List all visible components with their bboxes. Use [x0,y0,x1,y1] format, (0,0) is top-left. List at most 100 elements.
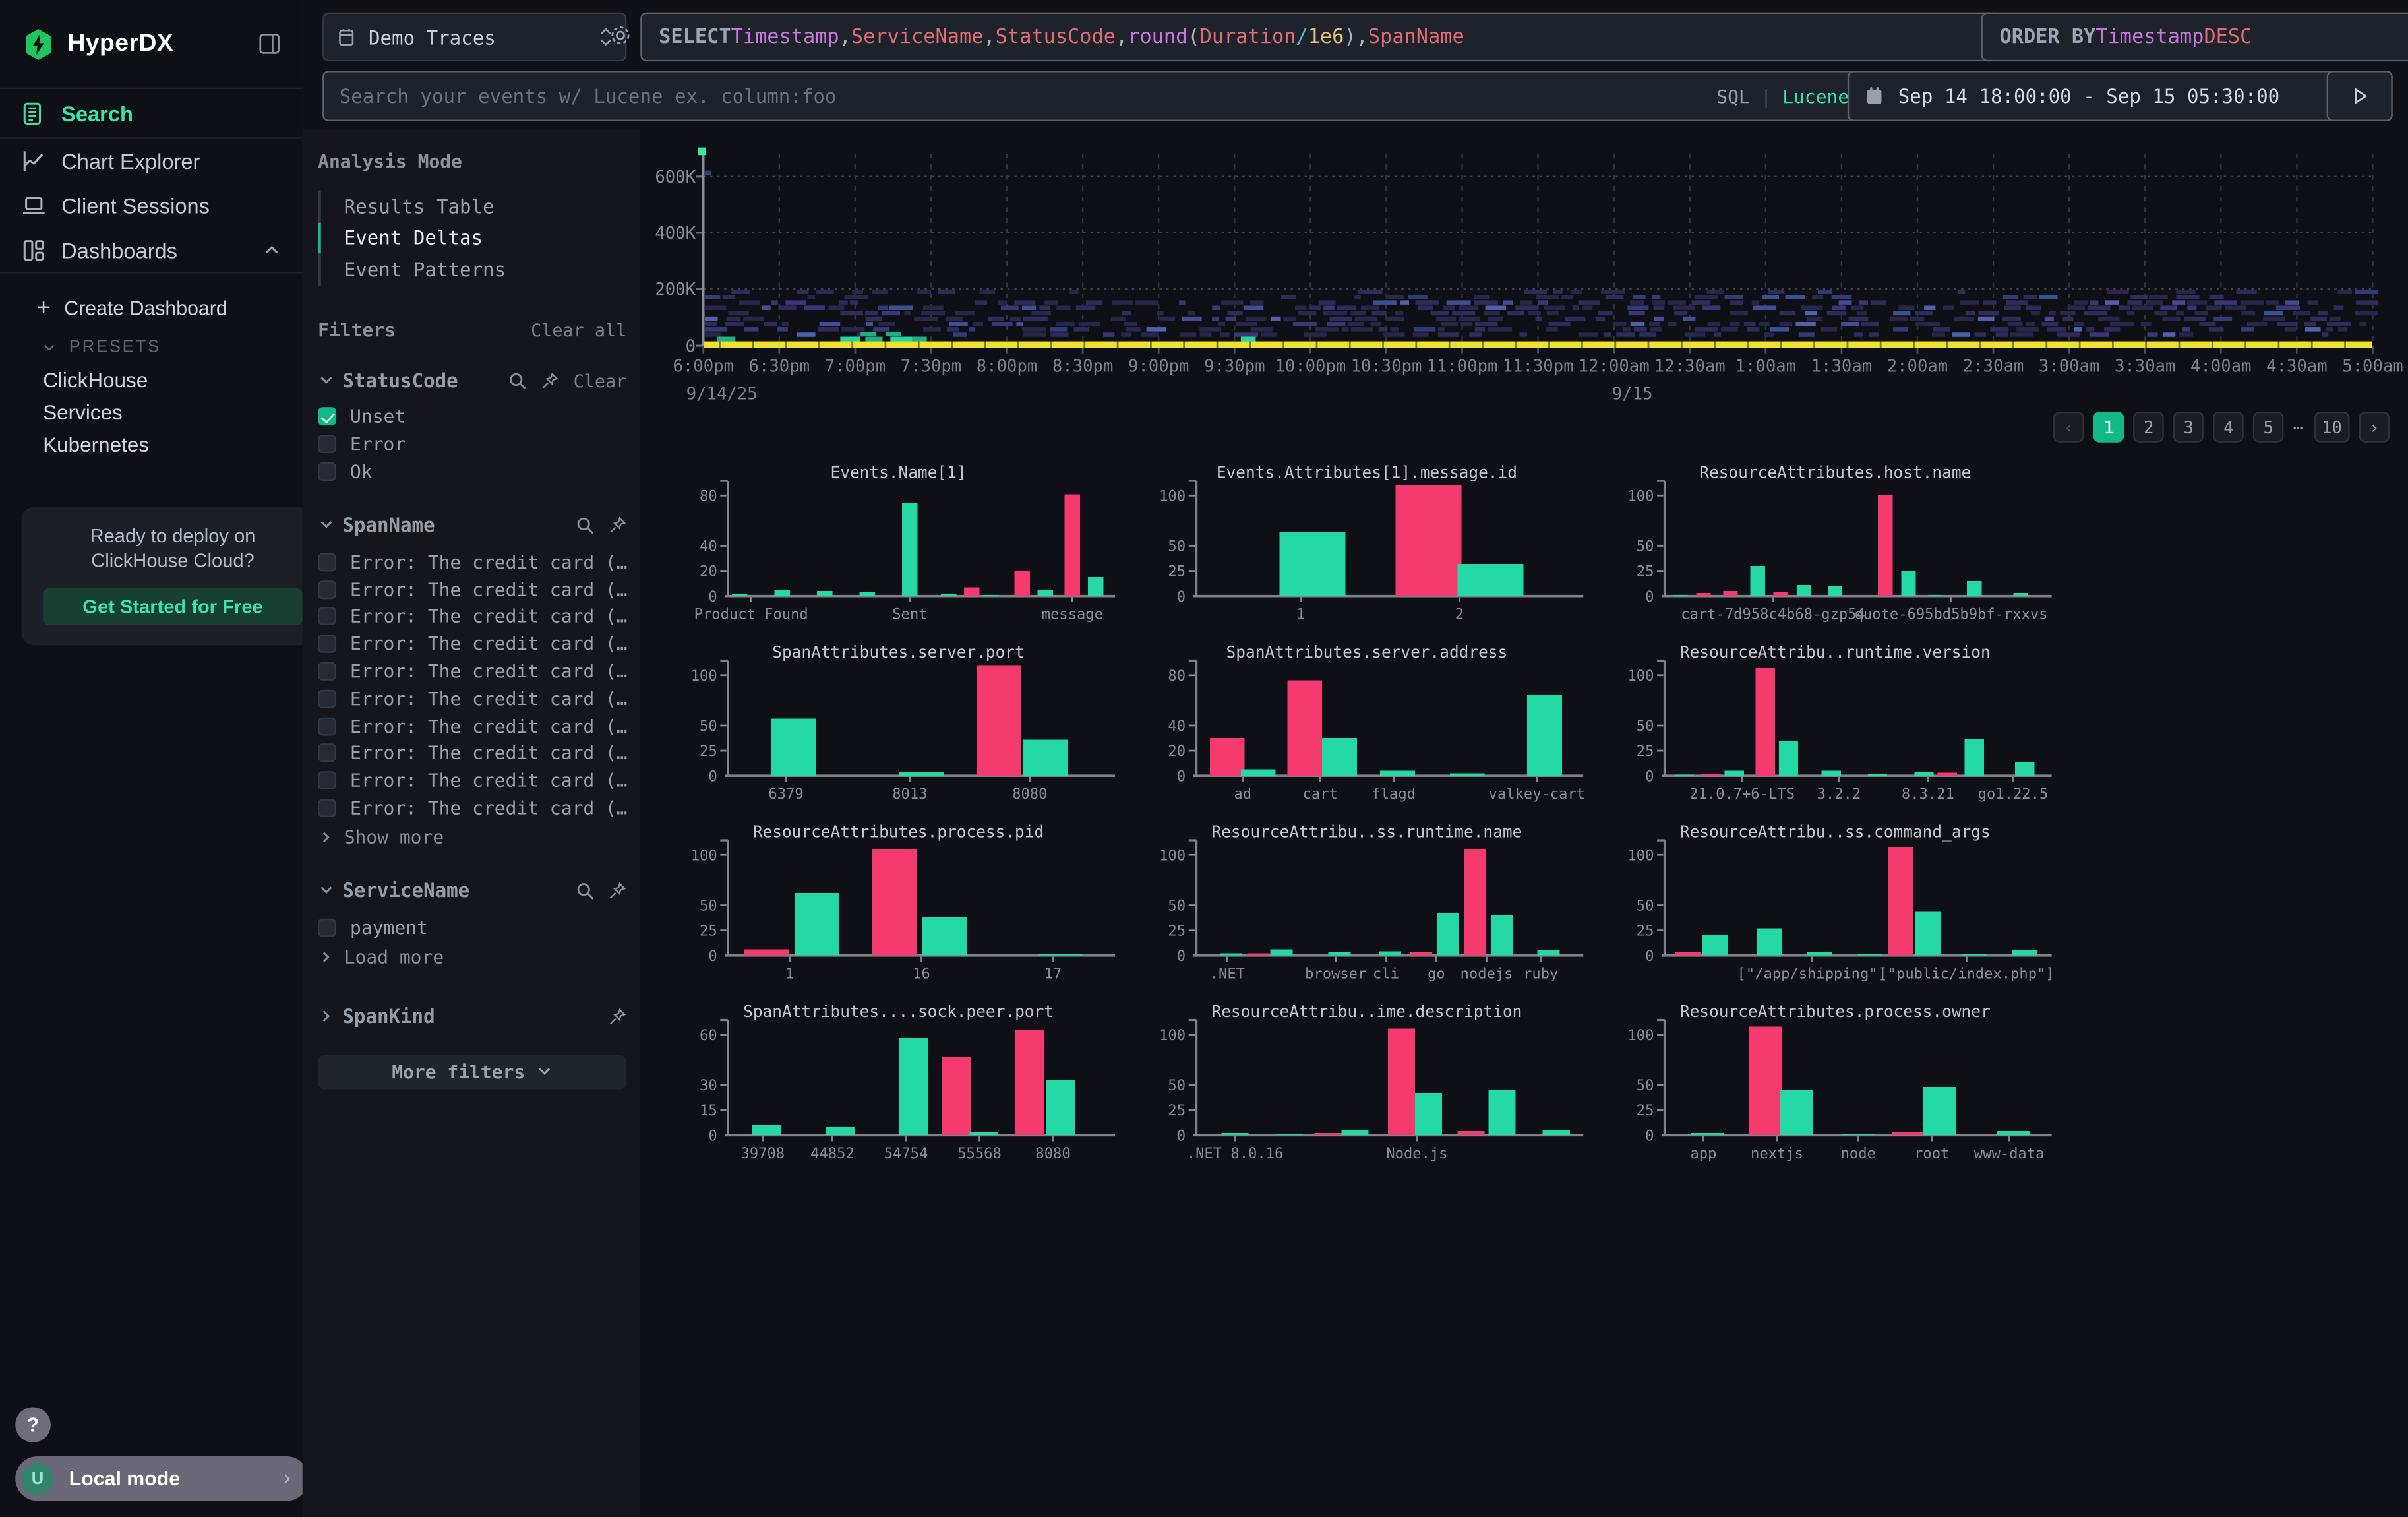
checkbox-unchecked[interactable] [318,689,337,708]
filter-group-statuscode[interactable]: StatusCode Clear [318,366,626,394]
filter-option[interactable]: Error: The credit card (… [318,631,626,658]
filter-option[interactable]: Error: The credit card (… [318,712,626,739]
filter-group-spankind[interactable]: SpanKind [318,1003,626,1030]
mini-chart-events-attributes-1-message-id[interactable]: Events.Attributes[1].message.id 0 25 50 100 1… [1144,461,1612,641]
checkbox-unchecked[interactable] [318,662,337,681]
search-icon[interactable] [576,882,594,900]
checkbox-unchecked[interactable] [318,799,337,817]
sidebar-item-chart-explorer[interactable]: Chart Explorer [0,139,303,183]
presets-toggle[interactable]: PRESETS [0,330,303,364]
analysis-mode-event-patterns[interactable]: Event Patterns [318,253,626,286]
svg-text:0: 0 [1177,948,1186,965]
sidebar-preset-kubernetes[interactable]: Kubernetes [0,429,303,461]
checkbox-unchecked[interactable] [318,435,337,454]
mini-chart-resourceattribu-ss-runtime-name[interactable]: ResourceAttribu..ss.runtime.name 0 25 50 100… [1144,820,1612,1001]
pin-icon[interactable] [608,516,626,534]
page-prev-button[interactable]: ‹ [2053,412,2084,443]
filter-option[interactable]: Error: The credit card (… [318,794,626,821]
date-range-picker[interactable]: Sep 14 18:00:00 - Sep 15 05:30:00 [1847,71,2344,121]
page-button-2[interactable]: 2 [2133,412,2164,443]
filter-option[interactable]: Error: The credit card (… [318,658,626,685]
page-button-4[interactable]: 4 [2213,412,2244,443]
get-started-button[interactable]: Get Started for Free [43,588,303,625]
create-dashboard-button[interactable]: + Create Dashboard [0,288,303,328]
mini-chart-resourceattributes-host-name[interactable]: ResourceAttributes.host.name 0 25 50 100 cart… [1613,461,2081,641]
sql-select-editor[interactable]: SELECT Timestamp, ServiceName, StatusCod… [640,12,2000,62]
pin-icon[interactable] [608,1007,626,1026]
svg-text:50: 50 [700,718,717,735]
more-filters-button[interactable]: More filters [318,1055,627,1089]
run-query-button[interactable] [2326,71,2393,121]
chevron-up-icon[interactable] [262,241,281,259]
filter-option[interactable]: Error [318,431,626,458]
select-chevrons-icon [599,26,613,48]
clear-all-button[interactable]: Clear all [531,319,627,340]
filter-option[interactable]: payment [318,913,626,941]
filter-option[interactable]: Error: The credit card (… [318,548,626,575]
svg-text:600K: 600K [655,168,696,187]
filter-group-spanname[interactable]: SpanName [318,511,626,539]
sidebar-item-dashboards[interactable]: Dashboards [0,228,303,274]
help-button[interactable]: ? [15,1407,51,1443]
source-select[interactable]: Demo Traces [322,12,627,62]
page-button-5[interactable]: 5 [2253,412,2284,443]
filter-group-servicename[interactable]: ServiceName [318,877,626,905]
search-icon[interactable] [576,516,594,534]
sidebar: HyperDX Search Chart Explorer Client Se [0,0,324,1517]
sidebar-collapse-icon[interactable] [258,32,281,55]
mini-chart-resourceattribu-runtime-version[interactable]: ResourceAttribu..runtime.version 0 25 50 100… [1613,640,2081,820]
checkbox-unchecked[interactable] [318,771,337,790]
sql-mode-button[interactable]: SQL [1716,85,1750,107]
search-input[interactable]: Search your events w/ Lucene ex. column:… [322,71,1866,121]
filter-option[interactable]: Error: The credit card (… [318,685,626,712]
clear-group-button[interactable]: Clear [573,369,627,391]
lucene-mode-button[interactable]: Lucene [1782,85,1850,107]
checkbox-unchecked[interactable] [318,635,337,654]
pin-icon[interactable] [608,882,626,900]
page-next-button[interactable]: › [2359,412,2390,443]
page-button-1[interactable]: 1 [2093,412,2124,443]
svg-text:16: 16 [913,966,930,983]
load-more-button[interactable]: Load more [318,943,626,970]
gear-icon[interactable] [608,23,632,47]
filter-option[interactable]: Ok [318,458,626,485]
events-heatmap-chart[interactable]: 600K 400K 200K 0 6:00pm 6:30pm 7:00pm 7:30pm 8:0… [640,129,2408,409]
filter-option[interactable]: Error: The credit card (… [318,767,626,794]
sidebar-item-client-sessions[interactable]: Client Sessions [0,183,303,228]
mini-chart-resourceattributes-process-pid[interactable]: ResourceAttributes.process.pid 0 25 50 100 1 1… [676,820,1144,1001]
mini-chart-spanattributes-sock-peer-port[interactable]: SpanAttributes....sock.peer.port 0 15 30 60 3… [676,1000,1144,1180]
filter-option[interactable]: Error: The credit card (… [318,603,626,630]
sidebar-preset-clickhouse[interactable]: ClickHouse [0,364,303,396]
search-icon[interactable] [509,371,527,389]
order-by-editor[interactable]: ORDER BY Timestamp DESC [1981,12,2408,62]
analysis-mode-event-deltas[interactable]: Event Deltas [318,222,626,254]
checkbox-unchecked[interactable] [318,607,337,626]
filter-option[interactable]: Error: The credit card (… [318,576,626,603]
checkbox-unchecked[interactable] [318,918,337,937]
checkbox-checked[interactable] [318,408,337,427]
filter-option-label: Error: The credit card (… [350,797,627,819]
mini-chart-spanattributes-server-port[interactable]: SpanAttributes.server.port 0 25 50 100 6379 80… [676,640,1144,820]
page-button-10[interactable]: 10 [2314,412,2350,443]
mini-chart-spanattributes-server-address[interactable]: SpanAttributes.server.address 0 20 40 80 ad ca… [1144,640,1612,820]
chevron-down-icon [538,1068,550,1076]
checkbox-unchecked[interactable] [318,716,337,735]
svg-text:2:30am: 2:30am [1963,357,2024,377]
mini-chart-resourceattribu-ime-description[interactable]: ResourceAttribu..ime.description 0 25 50 100… [1144,1000,1612,1180]
show-more-button[interactable]: Show more [318,823,626,851]
checkbox-unchecked[interactable] [318,552,337,571]
page-button-3[interactable]: 3 [2173,412,2204,443]
checkbox-unchecked[interactable] [318,580,337,599]
pin-icon[interactable] [541,371,560,389]
analysis-mode-results-table[interactable]: Results Table [318,190,626,222]
filter-option[interactable]: Unset [318,403,626,430]
filter-option[interactable]: Error: The credit card (… [318,739,626,766]
local-mode-menu[interactable]: U Local mode › [15,1456,309,1501]
sidebar-item-search[interactable]: Search [0,89,303,139]
checkbox-unchecked[interactable] [318,462,337,481]
checkbox-unchecked[interactable] [318,744,337,763]
mini-chart-resourceattributes-process-owner[interactable]: ResourceAttributes.process.owner 0 25 50 100… [1613,1000,2081,1180]
sidebar-preset-services[interactable]: Services [0,396,303,429]
mini-chart-resourceattribu-ss-command-args[interactable]: ResourceAttribu..ss.command_args 0 25 50 100… [1613,820,2081,1001]
mini-chart-events-name-1-[interactable]: Events.Name[1] 0 20 40 80 Product Found Sent me… [676,461,1144,641]
